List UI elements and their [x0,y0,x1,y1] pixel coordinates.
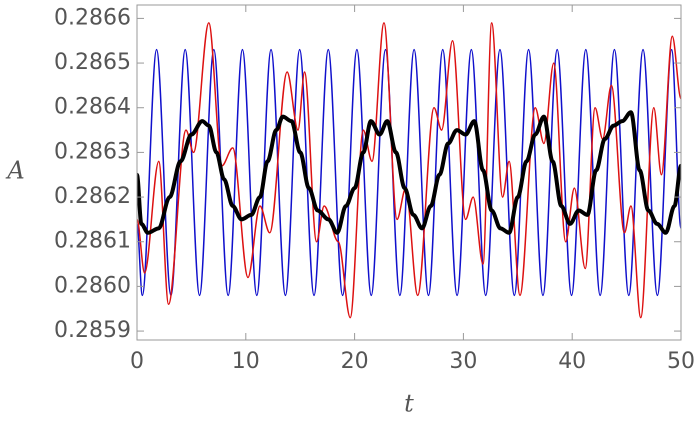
y-tick-label: 0.2865 [54,50,131,75]
y-tick-label: 0.2862 [54,184,131,209]
x-tick-label: 20 [341,349,369,374]
x-tick-label: 50 [667,349,695,374]
data-line [137,22,681,319]
y-tick-label: 0.2866 [54,5,131,30]
x-tick-label: 0 [130,349,144,374]
x-tick-label: 10 [232,349,260,374]
x-tick-label: 40 [558,349,586,374]
y-axis-label: A [5,157,24,185]
y-tick-label: 0.2864 [54,95,131,120]
data-line [137,110,681,235]
plot-frame [136,4,682,341]
y-tick-label: 0.2861 [54,229,131,254]
x-axis-label: t [404,390,414,418]
data-line [137,48,681,297]
y-tick-label: 0.2859 [54,318,131,343]
y-tick-label: 0.2863 [54,139,131,164]
y-tick-label: 0.2860 [54,273,131,298]
x-tick-label: 30 [449,349,477,374]
